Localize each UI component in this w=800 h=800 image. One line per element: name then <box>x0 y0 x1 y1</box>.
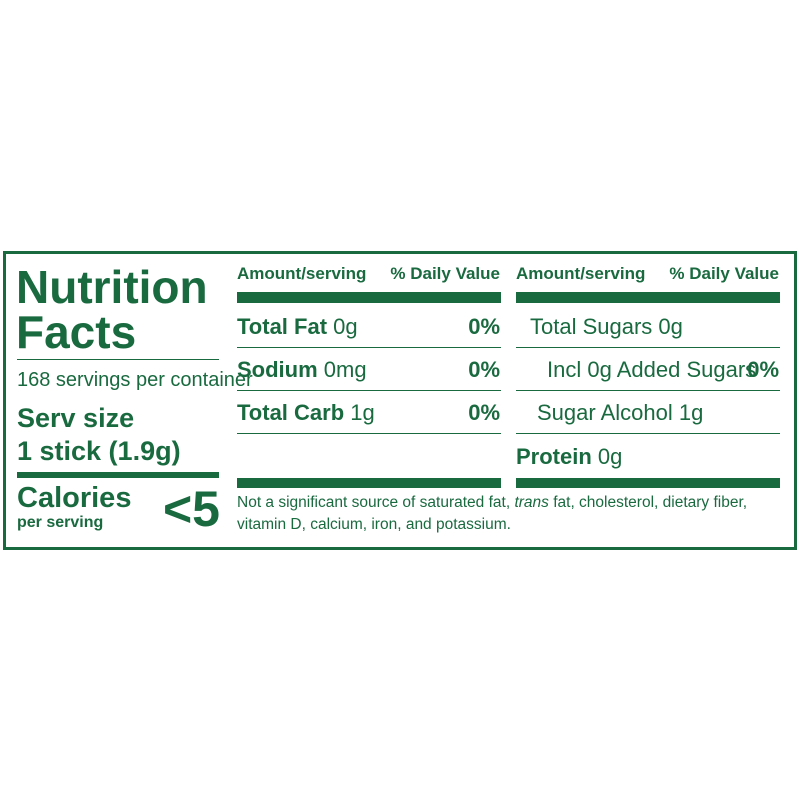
nutrient-dv: 0% <box>468 314 500 339</box>
title: Facts <box>16 306 137 358</box>
servings: 168 servings per container <box>17 369 253 391</box>
serv-size-value: 1 stick (1.9g) <box>17 436 181 466</box>
rule <box>237 433 501 434</box>
nutrient-label: Sodium <box>237 357 318 382</box>
header-dv: % Daily Value <box>669 264 779 283</box>
rule <box>516 347 780 348</box>
rule <box>237 292 501 303</box>
footnote: Not a significant source of saturated fa… <box>237 492 782 536</box>
header-amount: Amount/serving <box>237 264 367 283</box>
nutrient-label: Sugar Alcohol <box>537 400 673 425</box>
nutrient-amount: 1g <box>678 400 704 425</box>
header-amount: Amount/serving <box>516 264 646 283</box>
rule <box>516 478 780 488</box>
rule <box>237 478 501 488</box>
nutrient-dv: 0% <box>468 357 500 382</box>
nutrient-label: Incl 0g Added Sugars <box>547 357 757 382</box>
nutrient-amount: 0g <box>658 314 683 339</box>
rule <box>237 347 501 348</box>
nutrient-amount: 0g <box>333 314 358 339</box>
serv-size-label: Serv size <box>17 403 135 433</box>
calories-sublabel: per serving <box>17 514 104 531</box>
nutrient-amount: 1g <box>350 400 375 425</box>
nutrient-dv: 0% <box>747 357 779 382</box>
nutrient-amount: 0g <box>597 444 623 469</box>
footnote-text: fat, cholesterol, dietary fiber, vitamin… <box>237 494 748 533</box>
rule <box>237 390 501 391</box>
footnote-italic: trans <box>514 494 549 511</box>
footnote-text: Not a significant source of saturated fa… <box>237 494 515 511</box>
nutrient-label: Total Sugars <box>530 314 653 339</box>
nutrient-label: Total Carb <box>237 400 345 425</box>
rule <box>516 292 780 303</box>
label-border <box>3 251 797 550</box>
rule <box>17 472 219 478</box>
calories-value: <5 <box>162 481 220 537</box>
nutrient-label: Total Fat <box>237 314 328 339</box>
calories-label: Calories <box>17 482 132 514</box>
nutrient-dv: 0% <box>468 400 500 425</box>
rule <box>17 359 219 360</box>
nutrient-label: Protein <box>516 444 592 469</box>
title: Nutrition <box>16 261 208 313</box>
header-dv: % Daily Value <box>390 264 500 283</box>
rule <box>516 433 780 434</box>
nutrient-amount: 0mg <box>323 357 367 382</box>
rule <box>516 390 780 391</box>
